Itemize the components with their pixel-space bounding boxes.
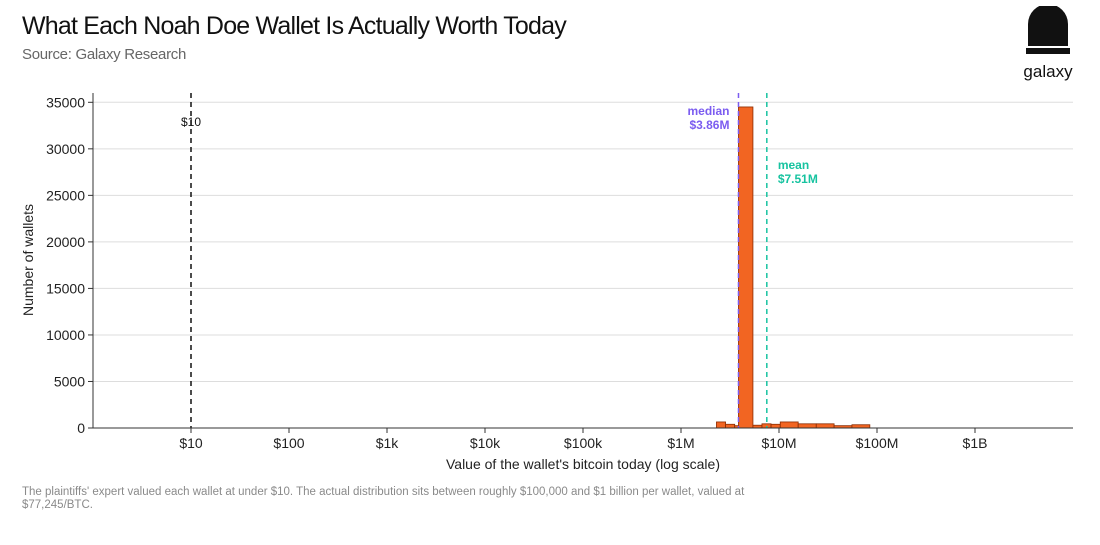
chart-footnote: The plaintiffs' expert valued each walle… bbox=[22, 486, 745, 511]
grid-lines bbox=[93, 101, 1073, 382]
galaxy-logo-icon bbox=[1026, 6, 1070, 54]
x-ticks: $10 $100 $1k $10k $100k $1M $10M $100M $1B bbox=[179, 428, 987, 451]
histogram-bar bbox=[725, 423, 736, 429]
y-tick-label: 10000 bbox=[46, 327, 85, 343]
y-tick-label: 5000 bbox=[54, 373, 85, 389]
histogram-bar bbox=[779, 421, 799, 429]
chart-title: What Each Noah Doe Wallet Is Actually Wo… bbox=[22, 12, 567, 40]
y-tick-label: 20000 bbox=[46, 234, 85, 250]
x-tick-label: $1B bbox=[963, 435, 988, 451]
x-tick-label: $100 bbox=[273, 435, 304, 451]
histogram-bar bbox=[797, 423, 817, 429]
y-tick-label: 25000 bbox=[46, 187, 85, 203]
galaxy-logo: galaxy bbox=[1012, 4, 1084, 84]
histogram-bar bbox=[815, 423, 835, 429]
y-tick-label: 35000 bbox=[46, 94, 85, 110]
y-tick-label: 30000 bbox=[46, 141, 85, 157]
histogram-bar bbox=[716, 421, 726, 429]
y-tick-label: 15000 bbox=[46, 280, 85, 296]
x-tick-label: $1M bbox=[667, 435, 694, 451]
median-line-label: median $3.86M bbox=[687, 104, 729, 132]
x-tick-label: $100M bbox=[856, 435, 899, 451]
histogram-bar bbox=[738, 106, 754, 429]
y-tick-label: 0 bbox=[77, 420, 85, 436]
reference-lines: $10 median $3.86M mean $7.51M bbox=[181, 93, 818, 428]
histogram-chart: $10 median $3.86M mean $7.51M 0 5000 10000 1500… bbox=[20, 93, 1073, 472]
x-tick-label: $10M bbox=[761, 435, 796, 451]
bars bbox=[716, 106, 871, 429]
y-axis-label: Number of wallets bbox=[20, 204, 36, 316]
y-ticks: 0 5000 10000 15000 20000 25000 30000 35000 bbox=[46, 94, 93, 436]
reference-line-label: $10 bbox=[181, 115, 201, 129]
x-tick-label: $10k bbox=[470, 435, 501, 451]
mean-line-label: mean $7.51M bbox=[778, 158, 818, 186]
histogram-bar bbox=[770, 423, 781, 429]
x-tick-label: $1k bbox=[376, 435, 400, 451]
galaxy-logo-text: galaxy bbox=[1023, 62, 1073, 81]
x-tick-label: $100k bbox=[564, 435, 603, 451]
chart-subtitle: Source: Galaxy Research bbox=[22, 46, 187, 63]
x-tick-label: $10 bbox=[179, 435, 203, 451]
axes bbox=[92, 93, 1073, 429]
x-axis-label: Value of the wallet's bitcoin today (log… bbox=[446, 456, 720, 472]
